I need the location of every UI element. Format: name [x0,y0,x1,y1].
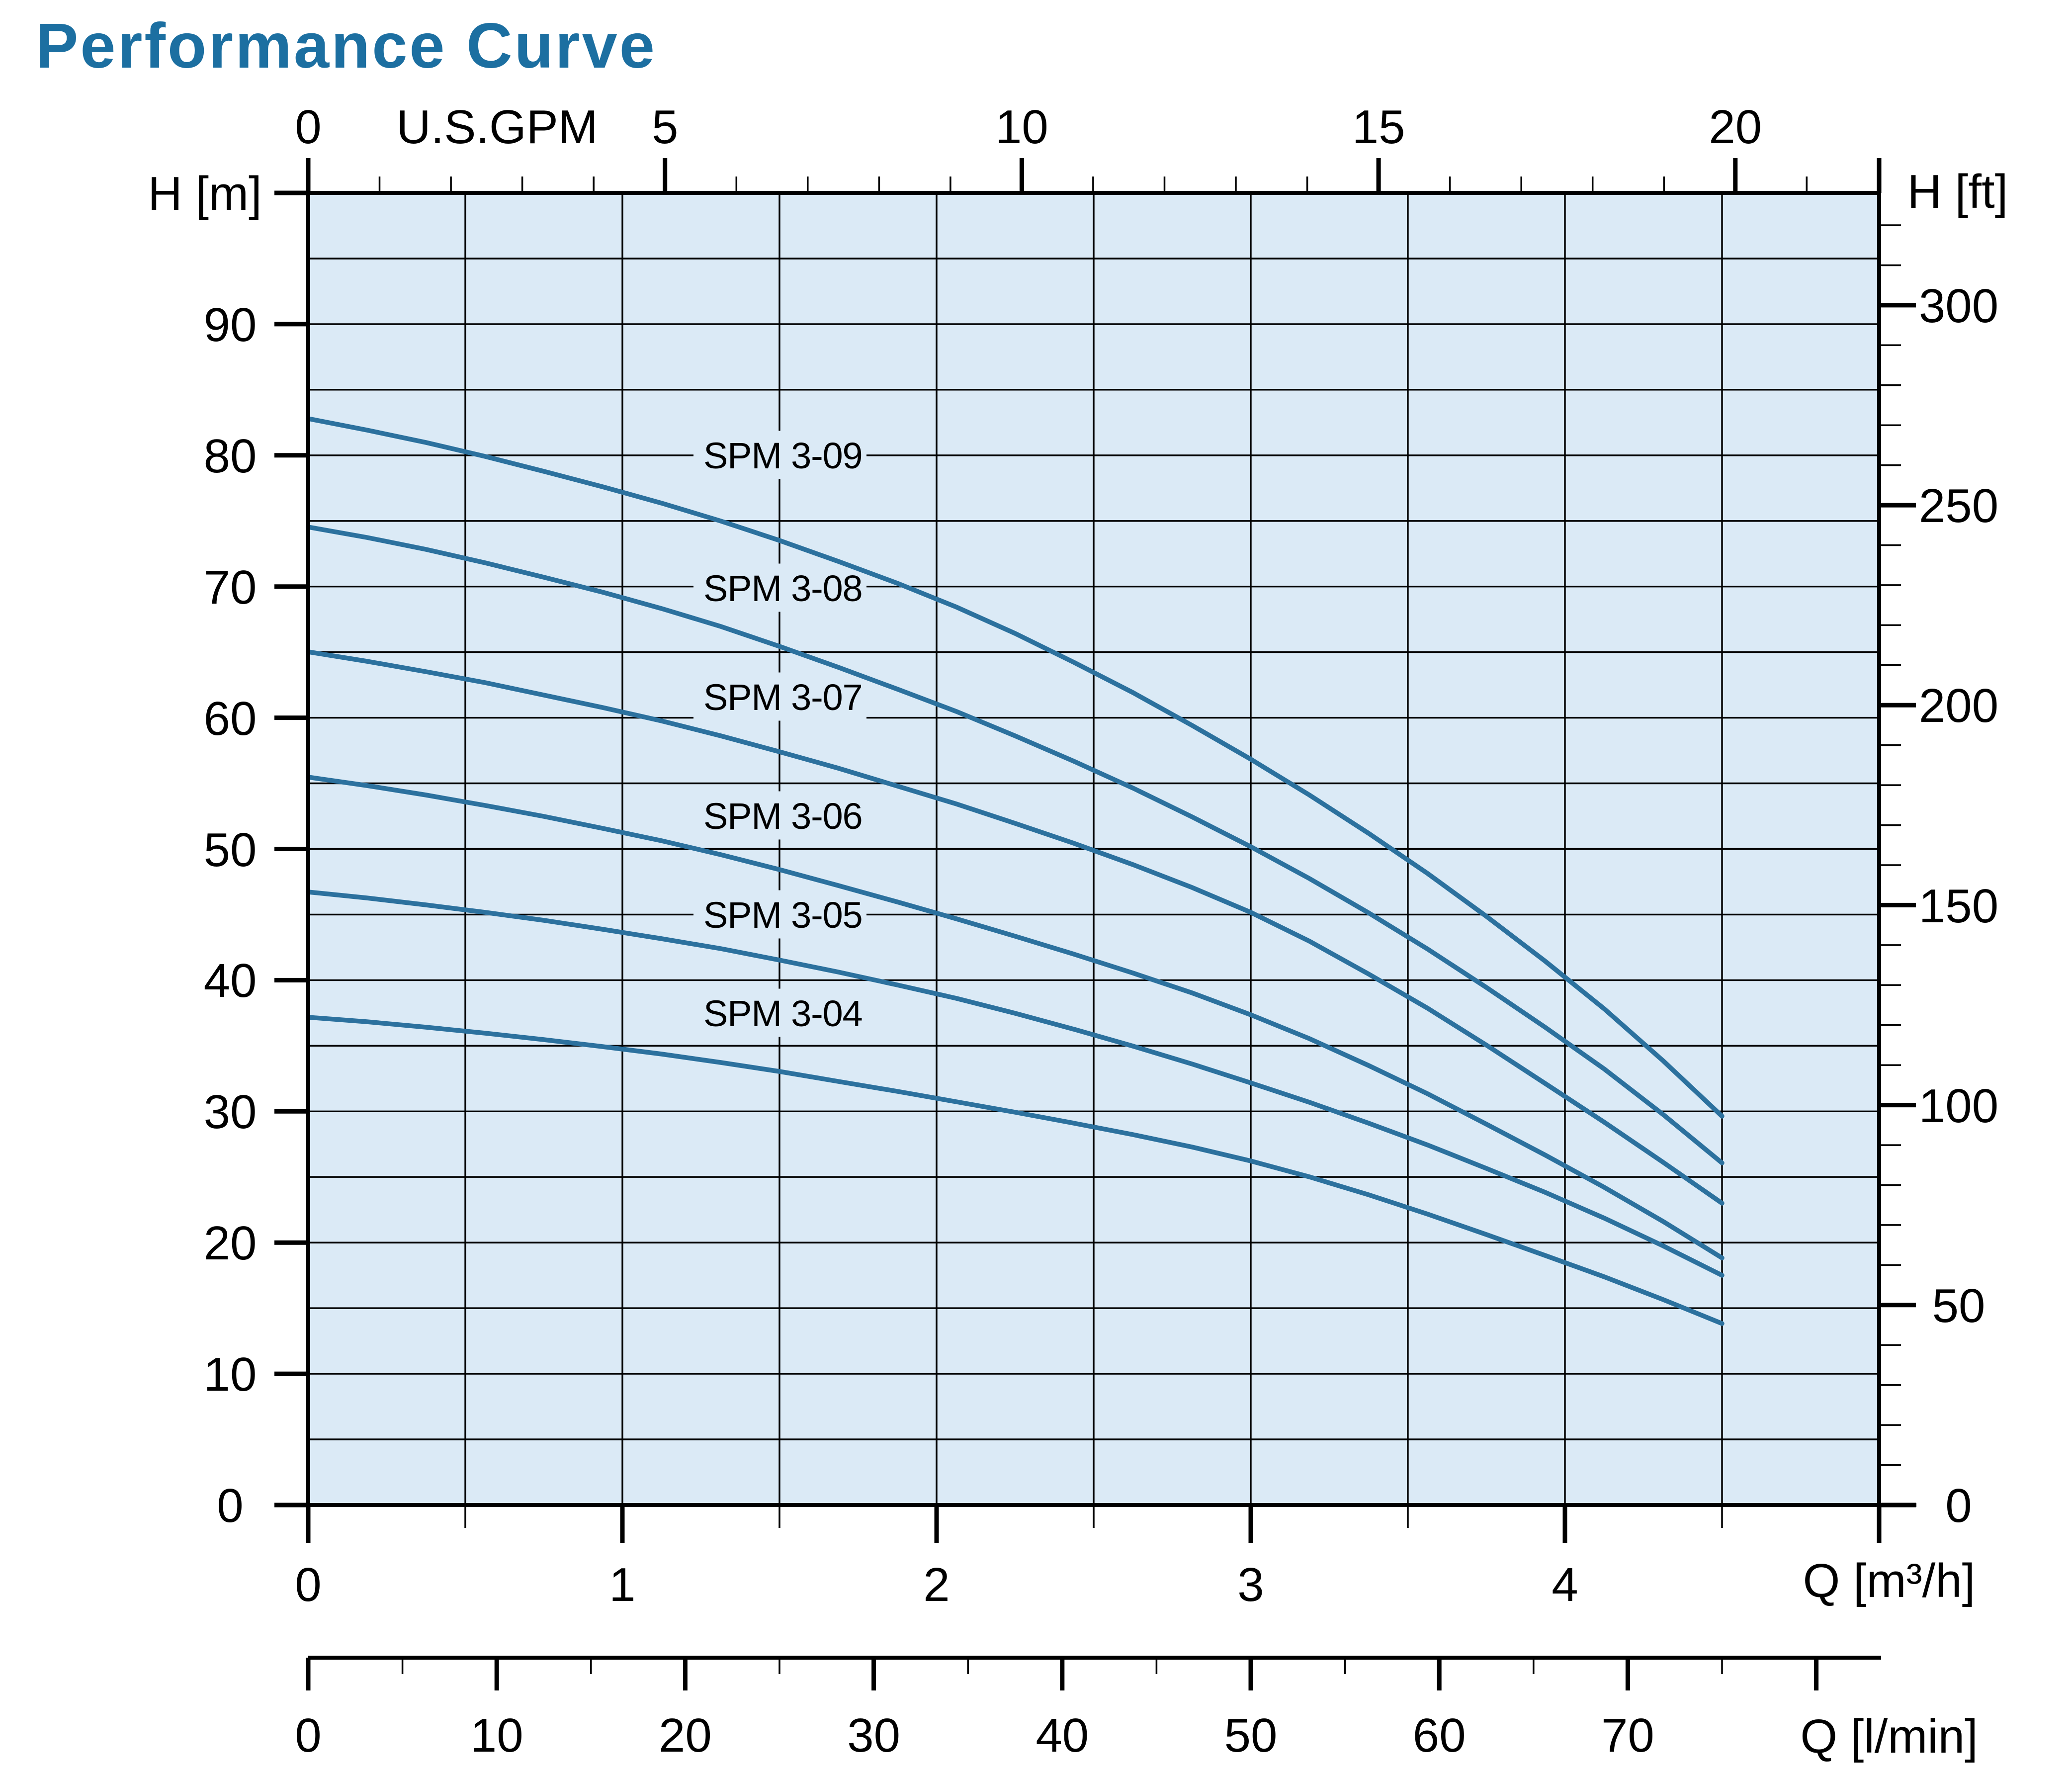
svg-text:50: 50 [1224,1709,1278,1762]
svg-text:80: 80 [204,430,257,483]
svg-text:200: 200 [1919,679,1998,732]
svg-text:250: 250 [1919,479,1998,532]
svg-text:40: 40 [204,954,257,1007]
svg-text:50: 50 [1932,1279,1986,1332]
svg-text:SPM 3-06: SPM 3-06 [703,796,862,837]
svg-text:SPM 3-05: SPM 3-05 [703,894,862,936]
svg-text:SPM 3-04: SPM 3-04 [703,993,862,1034]
svg-text:300: 300 [1919,279,1998,333]
svg-text:30: 30 [847,1709,900,1762]
svg-text:70: 70 [204,561,257,614]
svg-text:1: 1 [609,1558,635,1611]
svg-text:20: 20 [204,1217,257,1270]
svg-text:Performance Curve: Performance Curve [36,10,657,82]
svg-text:H [ft]: H [ft] [1907,165,2008,218]
svg-text:40: 40 [1036,1709,1089,1762]
svg-text:10: 10 [204,1348,257,1401]
svg-text:10: 10 [995,100,1048,154]
svg-text:20: 20 [1709,100,1762,154]
svg-text:90: 90 [204,298,257,352]
svg-text:H [m]: H [m] [148,167,261,220]
svg-text:0: 0 [295,1558,321,1611]
svg-text:50: 50 [204,823,257,877]
svg-text:150: 150 [1919,880,1998,933]
svg-text:0: 0 [217,1479,243,1532]
svg-text:5: 5 [652,100,678,154]
svg-text:4: 4 [1552,1558,1578,1611]
svg-text:Q [l/min]: Q [l/min] [1800,1710,1978,1763]
svg-text:U.S.GPM: U.S.GPM [396,100,598,154]
svg-text:2: 2 [923,1558,950,1611]
svg-text:0: 0 [1945,1479,1972,1532]
svg-text:SPM 3-08: SPM 3-08 [703,568,862,609]
svg-text:3: 3 [1237,1558,1264,1611]
svg-text:20: 20 [659,1709,712,1762]
svg-text:SPM 3-09: SPM 3-09 [703,435,862,476]
svg-text:70: 70 [1601,1709,1654,1762]
svg-text:15: 15 [1352,100,1405,154]
svg-text:Q [m³/h]: Q [m³/h] [1803,1554,1976,1607]
svg-text:30: 30 [204,1085,257,1139]
svg-text:0: 0 [295,100,321,154]
svg-text:SPM 3-07: SPM 3-07 [703,677,862,718]
svg-text:60: 60 [1413,1709,1466,1762]
svg-text:0: 0 [295,1709,321,1762]
svg-text:10: 10 [470,1709,523,1762]
svg-text:100: 100 [1919,1079,1998,1133]
svg-text:60: 60 [204,692,257,745]
